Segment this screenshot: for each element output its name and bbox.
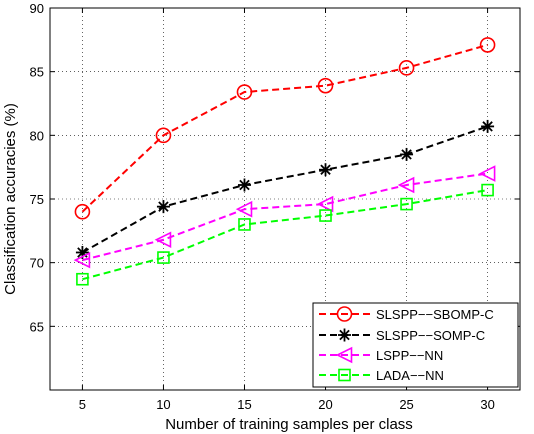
legend-marker-shape bbox=[336, 306, 353, 322]
data-point bbox=[155, 127, 172, 144]
legend-marker-3 bbox=[338, 368, 351, 382]
legend-marker-2 bbox=[335, 346, 353, 364]
y-tick-label: 85 bbox=[30, 65, 44, 80]
legend-marker-0 bbox=[336, 306, 353, 322]
data-point bbox=[73, 251, 91, 269]
series-line bbox=[81, 125, 488, 254]
legend-marker-shape bbox=[338, 328, 351, 342]
series-line bbox=[81, 43, 488, 213]
y-tick-label: 90 bbox=[30, 1, 44, 16]
legend-label-1: SLSPP−−SOMP-C bbox=[376, 328, 485, 343]
legend-label-2: LSPP−−NN bbox=[376, 348, 443, 363]
data-point bbox=[154, 231, 172, 249]
x-tick-label: 25 bbox=[399, 397, 413, 412]
series-line bbox=[82, 189, 488, 281]
y-axis-label: Classification accuracies (%) bbox=[2, 103, 19, 295]
x-axis-label: Number of training samples per class bbox=[165, 416, 413, 433]
legend-marker-1 bbox=[338, 328, 351, 342]
series-line bbox=[82, 172, 488, 262]
x-tick-label: 5 bbox=[79, 397, 86, 412]
data-point bbox=[317, 77, 334, 94]
y-tick-label: 80 bbox=[30, 128, 44, 143]
x-tick-label: 15 bbox=[237, 397, 251, 412]
data-point bbox=[478, 165, 496, 182]
data-point bbox=[481, 183, 494, 197]
data-point bbox=[76, 272, 89, 286]
legend-box bbox=[312, 302, 519, 388]
data-point bbox=[237, 178, 251, 192]
data-point bbox=[479, 37, 496, 53]
y-tick-label: 65 bbox=[30, 319, 44, 334]
series-0 bbox=[74, 37, 496, 220]
legend-marker-shape bbox=[335, 346, 353, 364]
legend-entry: LSPP−−NN bbox=[319, 346, 443, 364]
data-point bbox=[400, 147, 414, 161]
data-point bbox=[157, 251, 170, 264]
data-point bbox=[319, 163, 333, 177]
series-layer bbox=[73, 37, 496, 286]
data-point bbox=[397, 176, 415, 194]
x-tick-label: 10 bbox=[156, 397, 170, 412]
data-point bbox=[235, 200, 253, 218]
data-point bbox=[481, 119, 495, 133]
data-point bbox=[238, 218, 251, 231]
data-point bbox=[398, 60, 415, 76]
legend-marker-shape bbox=[338, 368, 351, 382]
data-point bbox=[74, 203, 91, 220]
axis-ticks: 5 10 15 20 25 30 65 70 75 80 85 90 bbox=[30, 1, 520, 412]
series-1 bbox=[75, 119, 495, 259]
legend-entry: SLSPP−−SBOMP-C bbox=[319, 306, 494, 322]
y-tick-label: 75 bbox=[30, 192, 44, 207]
data-point bbox=[400, 197, 413, 211]
legend-label-0: SLSPP−−SBOMP-C bbox=[376, 307, 494, 322]
data-point bbox=[316, 195, 334, 213]
data-point bbox=[156, 200, 170, 214]
legend-label-3: LADA−−NN bbox=[376, 368, 444, 383]
y-tick-label: 70 bbox=[30, 256, 44, 271]
legend: SLSPP−−SBOMP-C SLSPP−−SOMP-C LSPP−−NN LA… bbox=[312, 302, 519, 388]
legend-entry: SLSPP−−SOMP-C bbox=[319, 328, 485, 343]
series-2 bbox=[73, 165, 496, 269]
data-point bbox=[236, 84, 253, 100]
legend-entry: LADA−−NN bbox=[319, 368, 444, 383]
x-tick-label: 20 bbox=[318, 397, 332, 412]
x-tick-label: 30 bbox=[480, 397, 494, 412]
data-point bbox=[319, 209, 332, 222]
series-3 bbox=[76, 183, 494, 286]
